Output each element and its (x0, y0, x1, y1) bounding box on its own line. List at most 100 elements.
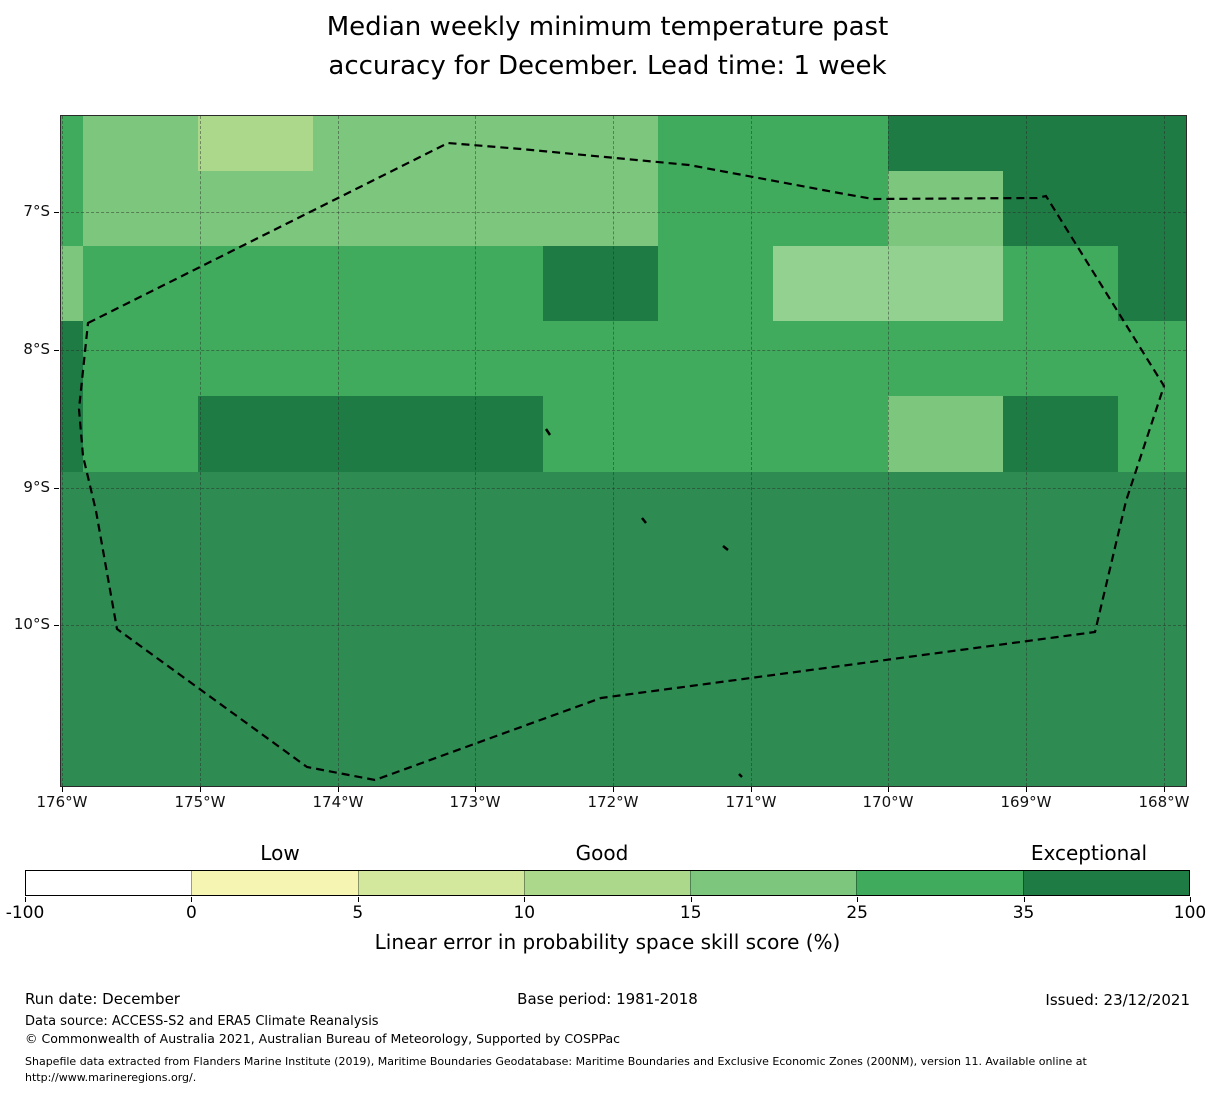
heatmap-row (61, 171, 1186, 246)
colorbar-segment (523, 871, 691, 895)
heatmap-row (61, 321, 1186, 396)
colorbar-segment (856, 871, 1023, 895)
heatmap-cell (773, 472, 888, 786)
heatmap-cell (543, 116, 658, 171)
colorbar-tick-mark (857, 897, 859, 902)
eez-boundary-layer (77, 141, 1166, 782)
colorbar-tick-mark (690, 897, 692, 902)
heatmap-cell (773, 171, 888, 246)
heatmap-cell (543, 321, 658, 396)
colorbar-segment (26, 871, 192, 895)
colorbar-tick-label: 0 (186, 903, 197, 923)
longitude-gridline (475, 116, 476, 786)
heatmap-cell (888, 321, 1003, 396)
x-tick-mark (888, 787, 889, 792)
heatmap-cell (1118, 396, 1186, 472)
heatmap-cell (83, 246, 198, 321)
longitude-gridline (1164, 116, 1165, 786)
map-plot-area (60, 115, 1187, 787)
heatmap-cell (1118, 321, 1186, 396)
x-tick-label: 172°W (587, 793, 639, 811)
colorbar-tick-label: 35 (1012, 903, 1035, 923)
y-tick-label: 8°S (23, 340, 50, 358)
y-tick-mark (54, 625, 59, 626)
run-date-text: Run date: December (25, 990, 180, 1008)
heatmap-cell (198, 171, 313, 246)
heatmap-cell (198, 472, 313, 786)
heatmap-cell (428, 321, 543, 396)
colorbar-category-label: Good (575, 841, 629, 865)
heatmap-cell (1118, 116, 1186, 171)
heatmap-cell (658, 246, 773, 321)
heatmap-cell (1003, 171, 1118, 246)
x-tick-label: 175°W (174, 793, 226, 811)
heatmap-cell (658, 472, 773, 786)
eez-boundary-outline (77, 141, 1166, 782)
y-tick-mark (54, 488, 59, 489)
island-mark (738, 773, 743, 778)
x-tick-mark (1164, 787, 1165, 792)
x-tick-label: 173°W (449, 793, 501, 811)
colorbar-segment (1022, 871, 1189, 895)
colorbar-tick-label: 15 (679, 903, 702, 923)
heatmap-cells (61, 116, 1186, 786)
heatmap-cell (888, 246, 1003, 321)
x-tick-mark (62, 787, 63, 792)
heatmap-cell (313, 246, 428, 321)
heatmap-cell (61, 246, 83, 321)
heatmap-cell (198, 321, 313, 396)
colorbar-segment (357, 871, 524, 895)
colorbar-tick-mark (357, 897, 359, 902)
heatmap-cell (1003, 396, 1118, 472)
colorbar-category-label: Low (260, 841, 300, 865)
heatmap-cell (773, 116, 888, 171)
y-tick-mark (54, 350, 59, 351)
longitude-gridline (613, 116, 614, 786)
colorbar-tick-label: -100 (5, 903, 45, 923)
heatmap-cell (198, 116, 313, 171)
heatmap-cell (888, 396, 1003, 472)
heatmap-cell (61, 472, 83, 786)
colorbar-tick-mark (25, 897, 26, 902)
heatmap-cell (428, 472, 543, 786)
y-tick-label: 9°S (23, 478, 50, 496)
data-source-text: Data source: ACCESS-S2 and ERA5 Climate … (25, 1014, 379, 1029)
colorbar-axis-label: Linear error in probability space skill … (374, 930, 841, 954)
heatmap-cell (1118, 171, 1186, 246)
heatmap-cell (1118, 472, 1186, 786)
x-tick-mark (338, 787, 339, 792)
colorbar-tick-label: 25 (846, 903, 868, 923)
base-period-text: Base period: 1981-2018 (517, 990, 698, 1008)
heatmap-cell (888, 116, 1003, 171)
heatmap-cell (428, 116, 543, 171)
heatmap-cell (888, 171, 1003, 246)
heatmap-cell (428, 246, 543, 321)
chart-title-line2: accuracy for December. Lead time: 1 week (328, 51, 887, 81)
longitude-gridline (1026, 116, 1027, 786)
heatmap-cell (313, 116, 428, 171)
x-tick-mark (613, 787, 614, 792)
heatmap-cell (543, 171, 658, 246)
x-tick-mark (475, 787, 476, 792)
heatmap-cell (428, 171, 543, 246)
heatmap-cell (1003, 116, 1118, 171)
heatmap-cell (658, 171, 773, 246)
longitude-gridline (338, 116, 339, 786)
heatmap-cell (773, 396, 888, 472)
colorbar-tick-label: 10 (513, 903, 536, 923)
x-tick-label: 171°W (725, 793, 777, 811)
heatmap-row (61, 472, 1186, 786)
longitude-gridline (200, 116, 201, 786)
heatmap-cell (428, 396, 543, 472)
heatmap-cell (83, 321, 198, 396)
copyright-text: © Commonwealth of Australia 2021, Austra… (25, 1031, 620, 1046)
heatmap-row (61, 116, 1186, 171)
x-tick-label: 176°W (36, 793, 88, 811)
shapefile-attribution-line2: http://www.marineregions.org/. (25, 1071, 197, 1084)
y-tick-label: 10°S (13, 615, 50, 633)
colorbar-tick-mark (1190, 897, 1191, 902)
latitude-gridline (61, 488, 1186, 489)
latitude-gridline (61, 212, 1186, 213)
heatmap-cell (83, 171, 198, 246)
